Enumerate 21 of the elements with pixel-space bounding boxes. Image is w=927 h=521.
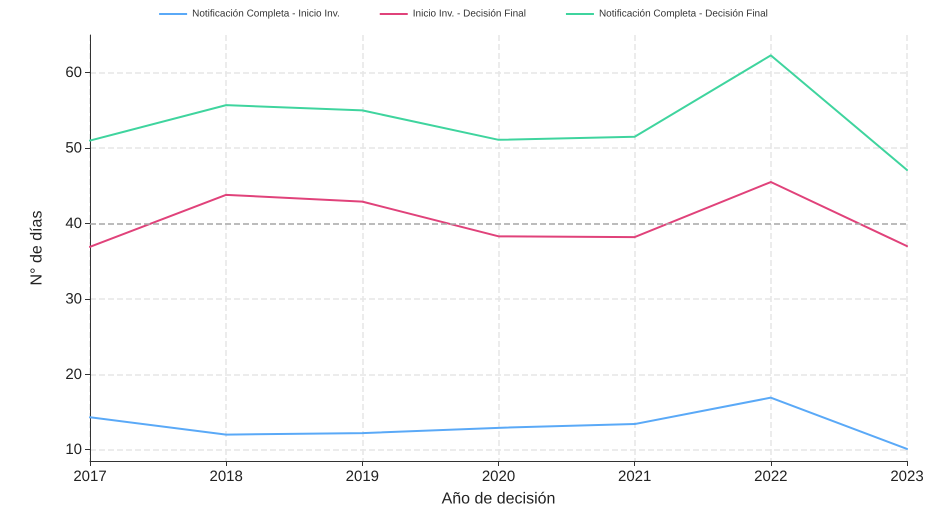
line-series [89, 54, 908, 171]
y-tick-label: 60 [65, 64, 82, 82]
y-tick-label: 10 [65, 441, 82, 458]
y-tick-label: 20 [65, 366, 82, 383]
x-tick-label: 2020 [482, 468, 516, 485]
y-tick-label: 30 [65, 290, 82, 308]
line-series [89, 181, 908, 248]
legend-label: Notificación Completa - Decisión Final [598, 8, 768, 20]
line-series [89, 396, 908, 450]
x-tick-label: 2017 [73, 468, 107, 485]
x-tick-label: 2018 [209, 468, 243, 485]
x-tick-label: 2021 [618, 468, 652, 485]
x-tick-label: 2023 [890, 468, 924, 485]
legend-label: Inicio Inv. - Decisión Final [412, 8, 526, 20]
x-tick-label: 2022 [754, 468, 788, 485]
x-axis-title: Año de decisión [442, 490, 556, 508]
y-tick-label: 40 [65, 214, 82, 232]
y-axis-title: N° de días [28, 210, 46, 286]
x-tick-label: 2019 [346, 468, 380, 485]
legend-label: Notificación Completa - Inicio Inv. [192, 8, 340, 20]
y-tick-label: 50 [65, 140, 82, 157]
